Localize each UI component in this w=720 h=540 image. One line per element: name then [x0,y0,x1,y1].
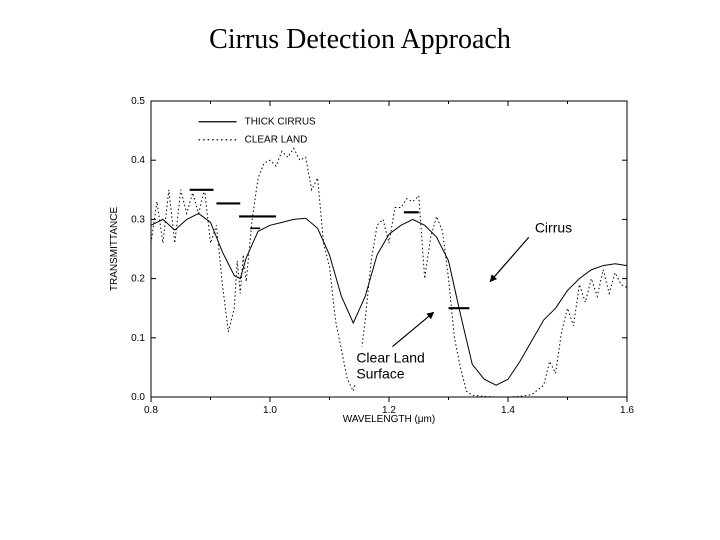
y-axis-label: TRANSMITTANCE [109,207,120,292]
legend-label: CLEAR LAND [245,135,308,146]
transmittance-chart: 0.81.01.21.41.60.00.10.20.30.40.5WAVELEN… [105,95,637,425]
y-tick-label: 0.5 [131,96,145,107]
x-tick-label: 1.0 [263,405,277,416]
x-axis-label: WAVELENGTH (μm) [343,414,435,425]
chart-container: 0.81.01.21.41.60.00.10.20.30.40.5WAVELEN… [105,95,637,425]
x-tick-label: 0.8 [144,405,158,416]
annot-clear-text: Surface [356,366,404,382]
x-tick-label: 1.6 [620,405,634,416]
annot-clear-text: Clear Land [356,350,425,366]
y-tick-label: 0.1 [131,333,145,344]
slide: Cirrus Detection Approach 0.81.01.21.41.… [0,0,720,540]
y-tick-label: 0.2 [131,274,145,285]
y-tick-label: 0.4 [131,155,145,166]
y-tick-label: 0.0 [131,392,145,403]
annot-cirrus-arrow [490,237,529,281]
annot-cirrus-text: Cirrus [535,219,572,235]
annot-clear-arrow [392,312,433,346]
slide-title: Cirrus Detection Approach [0,24,720,56]
legend-label: THICK CIRRUS [245,117,316,128]
y-tick-label: 0.3 [131,214,145,225]
x-tick-label: 1.4 [501,405,515,416]
